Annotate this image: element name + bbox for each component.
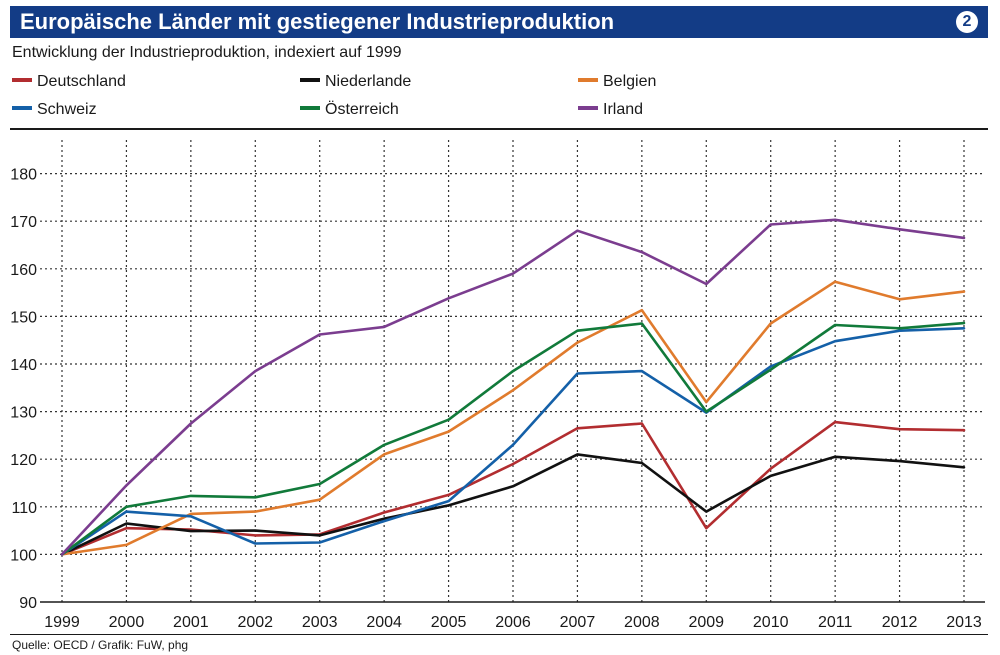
x-tick-label: 2009 [688, 614, 724, 631]
legend-swatch [12, 78, 32, 82]
series-line-belgien [60, 280, 966, 556]
legend-item-irland: Irland [578, 101, 643, 121]
series-line-irland [60, 218, 966, 556]
legend-label: Niederlande [325, 73, 412, 90]
source-note: Quelle: OECD / Grafik: FuW, phg [12, 638, 189, 652]
x-tick-label: 2012 [882, 614, 918, 631]
legend-item-sterreich: Österreich [300, 101, 399, 121]
legend-swatch [578, 78, 598, 82]
chart-title: Europäische Länder mit gestiegener Indus… [20, 9, 615, 34]
legend-swatch [300, 78, 320, 82]
y-tick-label: 90 [19, 595, 37, 612]
x-tick-label: 2006 [495, 614, 531, 631]
legend-item-belgien: Belgien [578, 73, 656, 93]
legend-label: Deutschland [37, 73, 126, 90]
y-tick-label: 150 [10, 309, 37, 326]
y-tick-label: 120 [10, 452, 37, 469]
x-tick-label: 2013 [946, 614, 982, 631]
y-tick-label: 100 [10, 547, 37, 564]
title-bar: Europäische Länder mit gestiegener Indus… [10, 6, 988, 38]
x-tick-label: 2000 [109, 614, 145, 631]
y-tick-label: 180 [10, 167, 37, 184]
x-tick-label: 2007 [560, 614, 596, 631]
legend-swatch [12, 106, 32, 110]
legend-item-deutschland: Deutschland [12, 73, 126, 93]
legend-item-niederlande: Niederlande [300, 73, 411, 93]
figure-number-badge: 2 [956, 11, 978, 33]
legend-label: Schweiz [37, 101, 97, 118]
bottom-rule [10, 634, 988, 635]
legend-label: Irland [603, 101, 644, 118]
x-tick-label: 2005 [431, 614, 467, 631]
y-tick-label: 160 [10, 262, 37, 279]
y-tick-label: 170 [10, 214, 37, 231]
x-tick-label: 2010 [753, 614, 789, 631]
y-tick-label: 110 [11, 500, 37, 517]
x-tick-label: 2002 [237, 614, 273, 631]
y-tick-label: 130 [10, 405, 37, 422]
chart-subtitle: Entwicklung der Industrieproduktion, ind… [12, 44, 402, 61]
x-tick-label: 1999 [44, 614, 80, 631]
legend-label: Belgien [603, 73, 657, 90]
x-tick-label: 2001 [173, 614, 209, 631]
series-line-schweiz [60, 326, 966, 556]
legend-swatch [300, 106, 320, 110]
series-line-niederlande [60, 453, 966, 556]
top-rule [10, 128, 988, 130]
y-tick-label: 140 [10, 357, 37, 374]
x-tick-label: 2008 [624, 614, 660, 631]
series-line-sterreich [60, 321, 966, 556]
legend-swatch [578, 106, 598, 110]
legend-item-schweiz: Schweiz [12, 101, 97, 121]
x-tick-label: 2011 [818, 614, 853, 631]
x-tick-label: 2003 [302, 614, 338, 631]
x-tick-label: 2004 [366, 614, 402, 631]
legend-label: Österreich [325, 101, 399, 118]
